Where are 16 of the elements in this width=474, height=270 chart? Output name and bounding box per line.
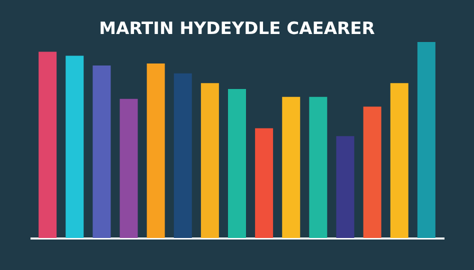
bar: [309, 96, 328, 238]
bar: [282, 96, 300, 238]
bar: [336, 136, 354, 238]
bar: [228, 89, 246, 238]
bar: [120, 98, 138, 238]
bar: [66, 56, 84, 238]
bar: [146, 64, 165, 238]
bar: [390, 83, 408, 238]
bar: [38, 52, 57, 238]
bar: [174, 73, 192, 238]
bar: [92, 66, 111, 238]
bar: [200, 83, 219, 238]
bar: [363, 106, 382, 238]
chart-title: MARTIN HYDEYDLE CAEARER: [99, 19, 375, 39]
bar: [255, 128, 274, 238]
bar: [417, 42, 436, 238]
